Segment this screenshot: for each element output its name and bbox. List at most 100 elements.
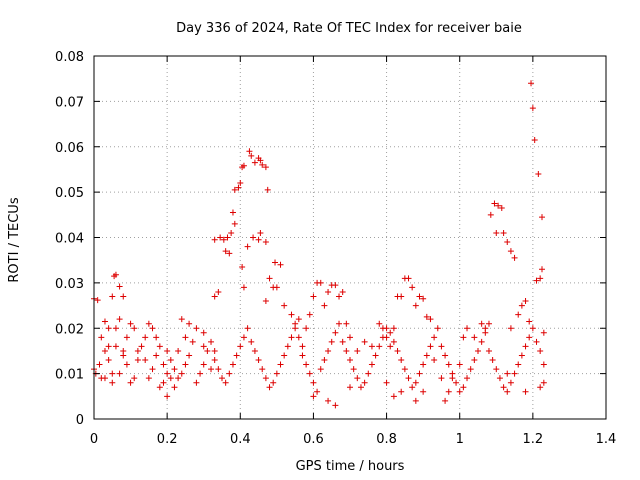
data-point bbox=[310, 293, 317, 300]
data-point bbox=[164, 393, 171, 400]
data-point bbox=[153, 334, 160, 341]
data-point bbox=[96, 361, 103, 368]
data-point bbox=[156, 343, 163, 350]
data-point bbox=[471, 357, 478, 364]
data-point bbox=[394, 347, 401, 354]
data-point bbox=[528, 80, 535, 87]
data-point bbox=[416, 370, 423, 377]
data-point bbox=[485, 347, 492, 354]
data-point bbox=[361, 379, 368, 386]
data-point bbox=[109, 379, 116, 386]
data-point bbox=[127, 320, 134, 327]
data-point bbox=[438, 343, 445, 350]
data-point bbox=[178, 316, 185, 323]
data-point bbox=[423, 313, 430, 320]
data-point bbox=[167, 357, 174, 364]
data-point bbox=[529, 105, 536, 112]
data-point bbox=[379, 334, 386, 341]
data-point bbox=[464, 375, 471, 382]
data-point bbox=[500, 229, 507, 236]
data-point bbox=[427, 316, 434, 323]
data-point bbox=[131, 375, 138, 382]
data-point bbox=[471, 334, 478, 341]
data-point bbox=[442, 397, 449, 404]
data-point bbox=[160, 361, 167, 368]
data-point bbox=[460, 384, 467, 391]
data-point bbox=[281, 352, 288, 359]
data-point bbox=[390, 325, 397, 332]
data-point bbox=[361, 338, 368, 345]
data-point bbox=[343, 320, 350, 327]
data-point bbox=[401, 366, 408, 373]
data-point bbox=[226, 250, 233, 257]
data-point bbox=[237, 343, 244, 350]
data-point bbox=[229, 361, 236, 368]
data-point bbox=[504, 239, 511, 246]
data-point bbox=[533, 277, 540, 284]
data-point bbox=[208, 366, 215, 373]
data-point bbox=[526, 334, 533, 341]
data-point bbox=[539, 266, 545, 273]
data-point bbox=[277, 361, 284, 368]
data-point bbox=[540, 329, 547, 336]
data-point bbox=[116, 283, 123, 290]
data-point bbox=[522, 298, 529, 305]
data-point bbox=[535, 170, 542, 177]
data-point bbox=[539, 214, 545, 221]
y-tick-label: 0.07 bbox=[55, 95, 84, 110]
data-point bbox=[500, 384, 507, 391]
data-point bbox=[482, 329, 489, 336]
data-point bbox=[522, 343, 529, 350]
data-point bbox=[240, 334, 247, 341]
data-point bbox=[142, 357, 149, 364]
data-point bbox=[224, 234, 231, 241]
data-point bbox=[321, 357, 328, 364]
data-point bbox=[493, 366, 500, 373]
data-point bbox=[211, 236, 218, 243]
data-points bbox=[91, 80, 547, 409]
data-point bbox=[217, 234, 224, 241]
data-point bbox=[219, 375, 225, 382]
data-point bbox=[142, 334, 149, 341]
data-point bbox=[504, 388, 511, 395]
data-point bbox=[262, 239, 269, 246]
data-point bbox=[270, 379, 277, 386]
data-point bbox=[164, 347, 171, 354]
data-point bbox=[398, 293, 405, 300]
data-point bbox=[259, 161, 266, 168]
data-point bbox=[332, 329, 339, 336]
data-point bbox=[504, 370, 511, 377]
data-point bbox=[405, 275, 412, 282]
x-tick-label: 0.8 bbox=[376, 432, 397, 447]
data-point bbox=[387, 343, 394, 350]
data-point bbox=[200, 343, 207, 350]
x-tick-label: 0.2 bbox=[157, 432, 178, 447]
data-point bbox=[518, 352, 525, 359]
data-point bbox=[515, 311, 522, 318]
y-tick-label: 0.08 bbox=[55, 50, 84, 65]
data-point bbox=[182, 361, 189, 368]
data-point bbox=[493, 229, 500, 236]
data-point bbox=[412, 302, 419, 309]
data-point bbox=[325, 397, 332, 404]
data-point bbox=[303, 361, 310, 368]
data-point bbox=[255, 236, 262, 243]
data-point bbox=[387, 329, 394, 336]
data-point bbox=[156, 384, 163, 391]
data-point bbox=[226, 370, 233, 377]
data-point bbox=[420, 361, 427, 368]
data-point bbox=[272, 259, 279, 266]
data-point bbox=[281, 302, 288, 309]
data-point bbox=[445, 388, 452, 395]
x-tick-label: 0.4 bbox=[230, 432, 251, 447]
data-point bbox=[531, 136, 538, 143]
data-point bbox=[511, 254, 518, 261]
data-point bbox=[464, 325, 471, 332]
data-point bbox=[295, 334, 302, 341]
data-point bbox=[235, 184, 242, 191]
data-point bbox=[109, 293, 116, 300]
data-point bbox=[182, 334, 189, 341]
data-point bbox=[325, 288, 332, 295]
data-point bbox=[325, 347, 332, 354]
data-point bbox=[453, 379, 460, 386]
